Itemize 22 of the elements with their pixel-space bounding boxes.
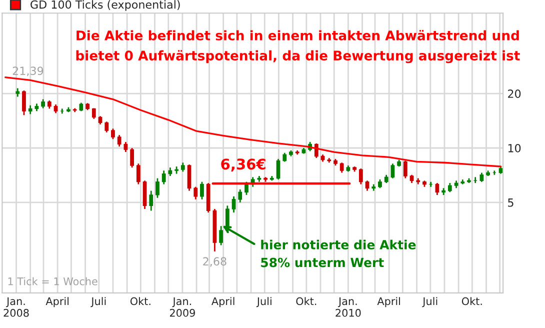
y-tick-label: 10 xyxy=(508,144,521,152)
x-tick-label: April xyxy=(211,297,234,308)
y-tick-label: 20 xyxy=(508,90,521,98)
annotation: 2,68 xyxy=(203,257,226,267)
x-tick-label: Jan. 2009 xyxy=(170,297,195,317)
annotation: 21,39 xyxy=(12,66,44,76)
annotation: 6,36€ xyxy=(221,158,266,172)
x-tick-label: Okt. xyxy=(296,297,316,306)
legend-label: GD 100 Ticks (exponential) xyxy=(30,0,180,11)
x-tick-label: April xyxy=(46,297,69,308)
annotation: Die Aktie befindet sich in einem intakten Abwärtstrend und bietet 0 Aufwärtspotential, da die Bewertung ausgereizt ist xyxy=(76,30,520,64)
x-tick-label: April xyxy=(377,297,400,308)
annotation: hier notierte die Aktie 58% unterm Wert xyxy=(261,240,416,268)
annotation: 1 Tick = 1 Woche xyxy=(8,277,98,286)
x-tick-label: Juli xyxy=(90,297,106,308)
x-tick-label: Jan. 2010 xyxy=(336,297,361,317)
x-tick-label: Okt. xyxy=(462,297,482,306)
x-tick-label: Juli xyxy=(256,297,272,308)
x-tick-label: Jan. 2008 xyxy=(4,297,29,317)
x-tick-label: Juli xyxy=(422,297,438,308)
x-tick-label: Okt. xyxy=(130,297,150,306)
y-tick-label: 5 xyxy=(508,198,514,207)
